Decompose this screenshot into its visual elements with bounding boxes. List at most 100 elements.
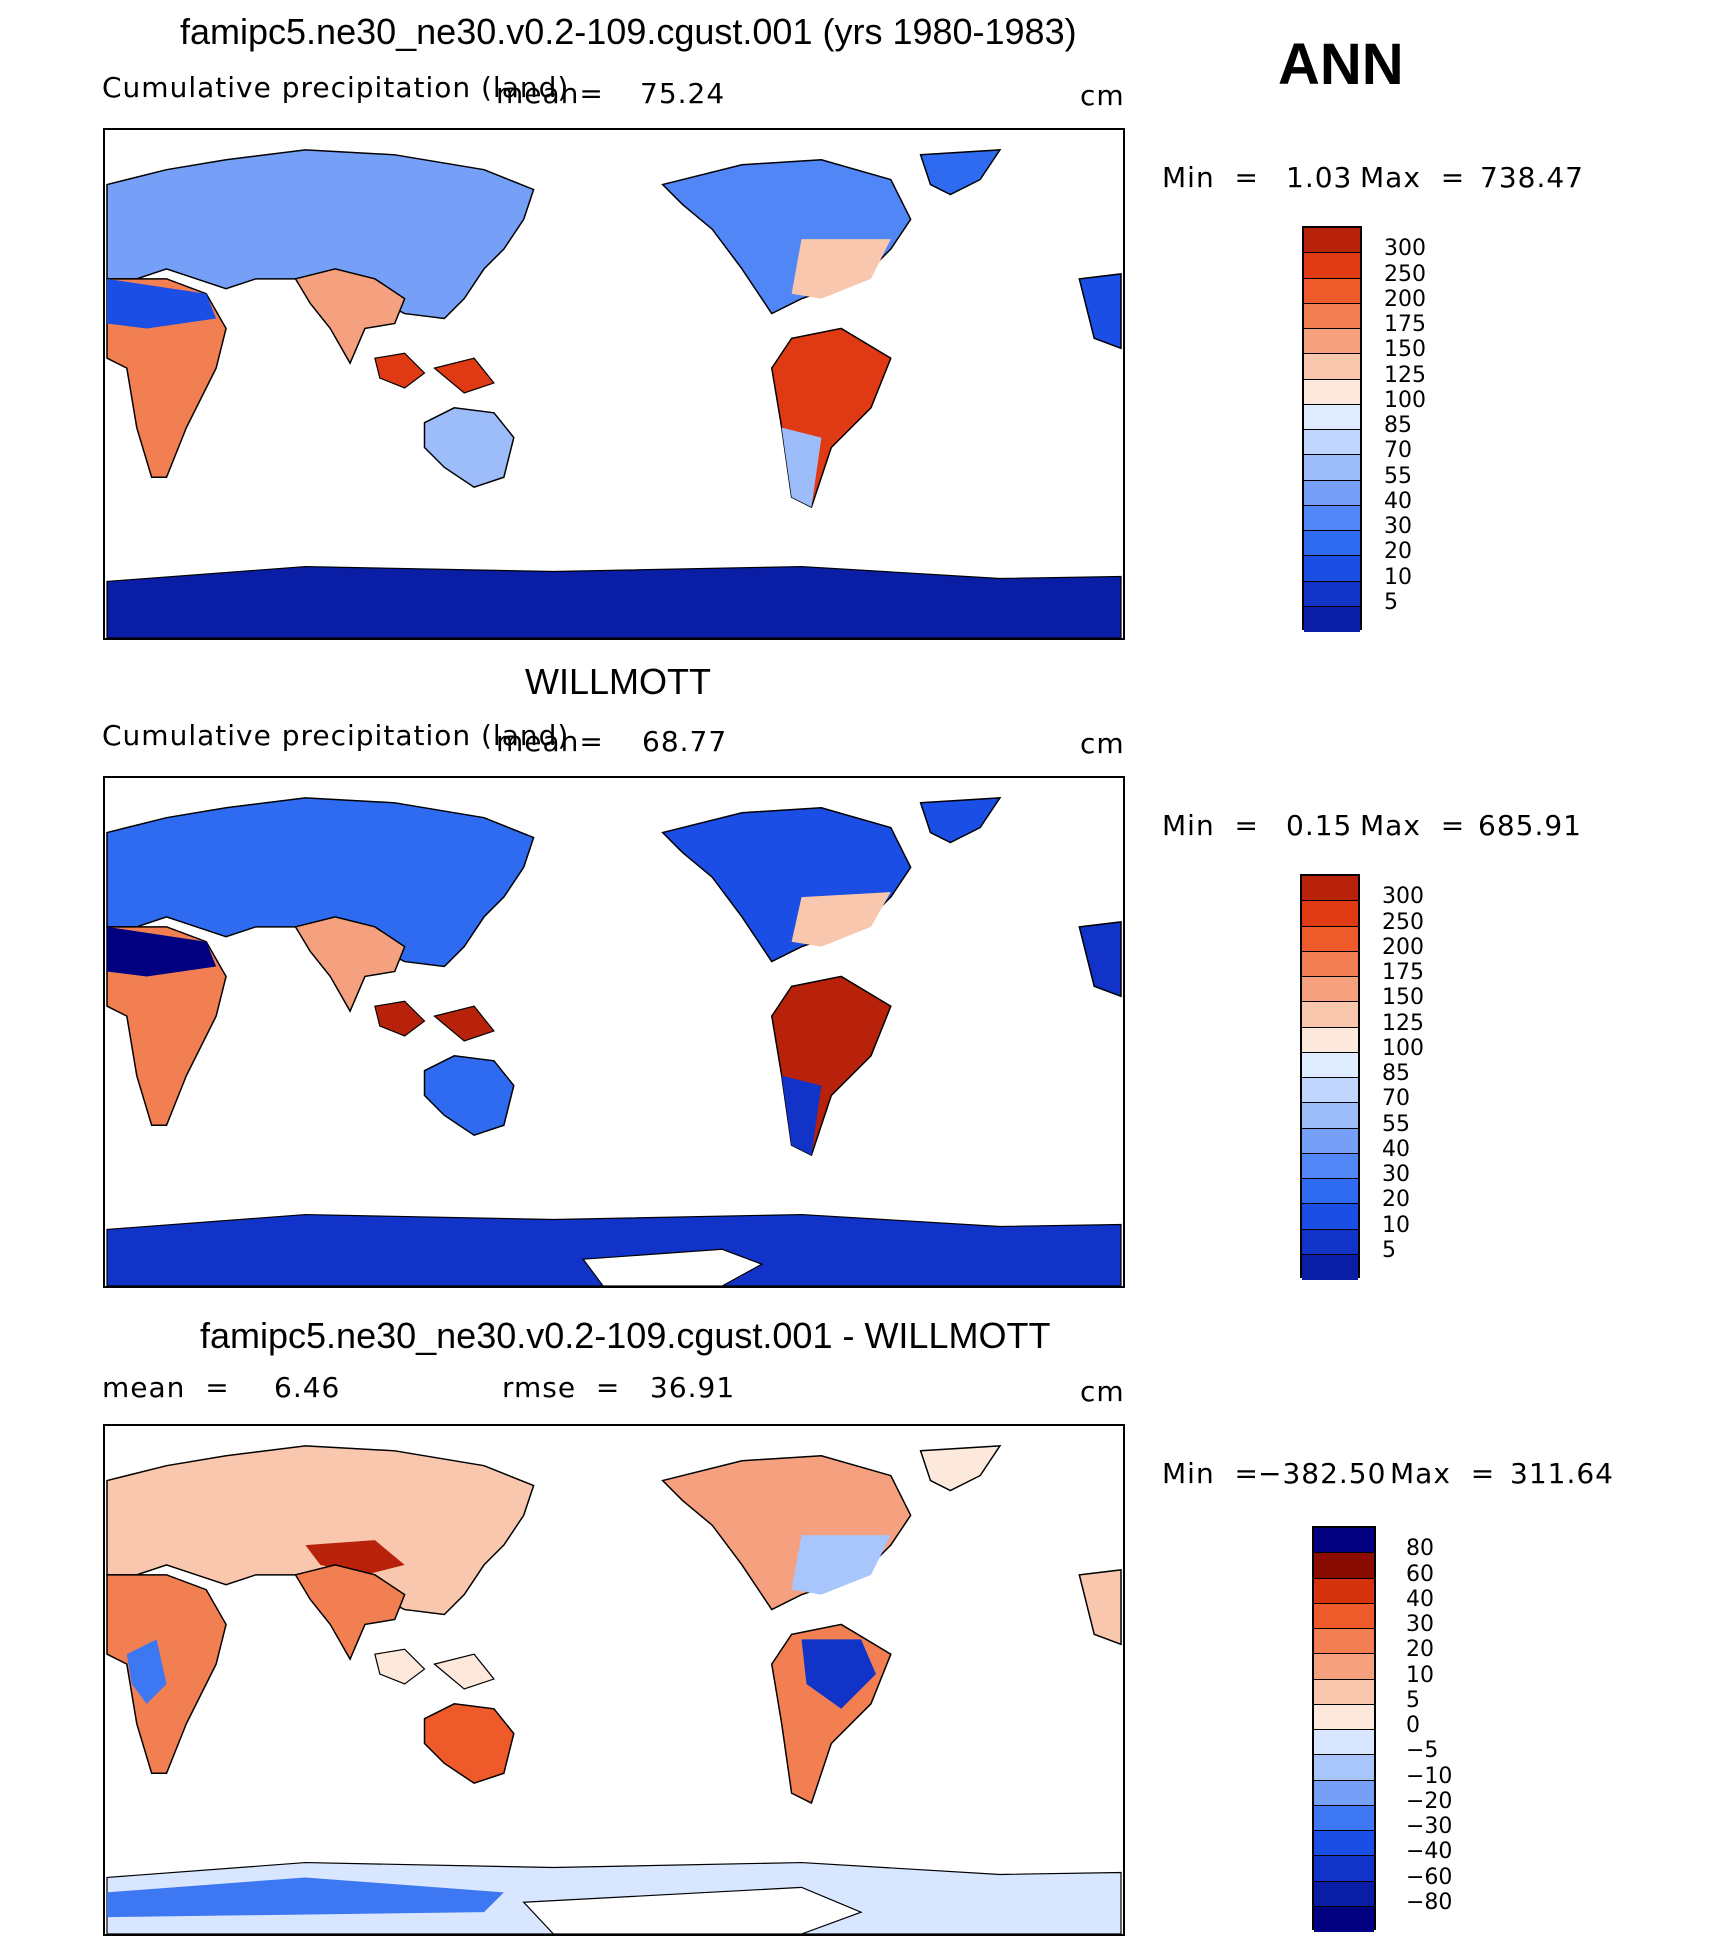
panel3-max-label: Max =	[1390, 1457, 1496, 1490]
colorbar-label: −60	[1406, 1864, 1453, 1890]
colorbar-swatch	[1304, 253, 1360, 279]
colorbar-label: 40	[1384, 488, 1412, 514]
colorbar-swatch	[1302, 901, 1358, 927]
panel1-mean-value: 75.24	[640, 77, 726, 110]
colorbar-swatch	[1314, 1730, 1374, 1756]
colorbar-label: −5	[1406, 1738, 1439, 1764]
colorbar-label: 300	[1384, 236, 1426, 262]
land-eurasia	[106, 149, 535, 340]
land-africa	[106, 926, 227, 1127]
panel2-units: cm	[1080, 727, 1125, 760]
panel1-map-field	[106, 149, 1122, 638]
colorbar-swatch	[1302, 1229, 1358, 1255]
colorbar-swatch	[1304, 455, 1360, 481]
panel2-map-field	[106, 797, 1122, 1286]
panel2-max-value: 685.91	[1478, 809, 1582, 842]
land-na-east	[791, 1535, 891, 1595]
panel1-max-value: 738.47	[1480, 161, 1584, 194]
panel1-title: famipc5.ne30_ne30.v0.2-109.cgust.001 (yr…	[180, 11, 1077, 52]
land-antarctica	[106, 565, 1122, 638]
land-antarctica-ross-shelf	[522, 1886, 863, 1934]
colorbar-label: 10	[1384, 564, 1412, 590]
colorbar-label: 20	[1384, 539, 1412, 565]
colorbar-label: −40	[1406, 1839, 1453, 1865]
colorbar-label: −80	[1406, 1889, 1453, 1915]
colorbar-swatch	[1302, 977, 1358, 1003]
land-south-asia	[294, 1564, 406, 1661]
colorbar-label: 200	[1384, 286, 1426, 312]
panel3-units: cm	[1080, 1375, 1125, 1408]
land-south-asia	[294, 268, 406, 365]
land-greenland	[919, 1445, 1002, 1492]
colorbar-label: 10	[1406, 1662, 1434, 1688]
land-north-america	[661, 1455, 912, 1611]
colorbar-swatch	[1304, 430, 1360, 456]
panel3-min-label: Min =	[1162, 1457, 1259, 1490]
colorbar-label: 40	[1406, 1586, 1434, 1612]
land-australia	[423, 1055, 515, 1137]
land-africa-east-edge	[1078, 921, 1122, 998]
panel1-min-value: 1.03	[1286, 161, 1353, 194]
colorbar-swatch	[1302, 1254, 1358, 1280]
colorbar-label: 10	[1382, 1212, 1410, 1238]
colorbar-swatch	[1314, 1704, 1374, 1730]
land-sahara	[106, 926, 217, 977]
panel1-max-label: Max =	[1360, 161, 1466, 194]
land-south-asia	[294, 916, 406, 1013]
panel1-min-label: Min =	[1162, 161, 1259, 194]
colorbar-swatch	[1302, 1078, 1358, 1104]
colorbar-swatch	[1302, 1128, 1358, 1154]
colorbar-label: 30	[1384, 514, 1412, 539]
colorbar-label: 100	[1384, 387, 1426, 413]
colorbar-swatch	[1314, 1881, 1374, 1907]
panel3-colorbar	[1312, 1526, 1376, 1932]
colorbar-swatch	[1314, 1654, 1374, 1680]
land-eurasia	[106, 1445, 535, 1636]
colorbar-label: 85	[1382, 1061, 1410, 1086]
panel3-mean-label: mean =	[102, 1371, 230, 1404]
colorbar-swatch	[1314, 1528, 1374, 1554]
panel3-mean-value: 6.46	[274, 1371, 341, 1404]
land-north-america	[661, 807, 912, 963]
colorbar-label: 80	[1406, 1536, 1434, 1562]
colorbar-swatch	[1302, 951, 1358, 977]
colorbar-label: 125	[1382, 1010, 1424, 1036]
colorbar-label: −30	[1406, 1814, 1453, 1839]
panel2-title: WILLMOTT	[525, 661, 711, 702]
land-amazon	[801, 1639, 876, 1709]
land-sa-south	[781, 1075, 822, 1156]
colorbar-label: 200	[1382, 934, 1424, 960]
colorbar-swatch	[1314, 1553, 1374, 1579]
colorbar-swatch	[1304, 404, 1360, 430]
land-australia	[423, 1703, 515, 1785]
land-africa	[106, 1574, 227, 1775]
colorbar-label: 85	[1384, 413, 1412, 438]
colorbar-label: 30	[1382, 1162, 1410, 1187]
panel3-title: famipc5.ne30_ne30.v0.2-109.cgust.001 - W…	[200, 1315, 1051, 1356]
colorbar-label: 250	[1384, 261, 1426, 287]
colorbar-swatch	[1304, 531, 1360, 557]
panel3-map	[103, 1424, 1125, 1936]
panel1-units: cm	[1080, 79, 1125, 112]
panel3-min-value: −382.50	[1258, 1457, 1387, 1490]
colorbar-swatch	[1304, 581, 1360, 607]
panel3-max-value: 311.64	[1510, 1457, 1614, 1490]
colorbar-swatch	[1302, 1153, 1358, 1179]
land-sa-south	[781, 427, 822, 508]
land-eurasia	[106, 797, 535, 988]
colorbar-swatch	[1304, 505, 1360, 531]
colorbar-label: 30	[1406, 1612, 1434, 1637]
land-na-east	[791, 239, 891, 299]
colorbar-swatch	[1304, 354, 1360, 380]
colorbar-swatch	[1314, 1755, 1374, 1781]
panel1-colorbar	[1302, 226, 1362, 632]
colorbar-swatch	[1302, 1052, 1358, 1078]
colorbar-swatch	[1304, 329, 1360, 355]
colorbar-swatch	[1314, 1805, 1374, 1831]
land-africa	[106, 278, 227, 479]
land-sahara	[106, 278, 217, 329]
colorbar-label: 300	[1382, 884, 1424, 910]
colorbar-label: 125	[1384, 362, 1426, 388]
land-africa-east-edge	[1078, 1569, 1122, 1646]
land-australia	[423, 407, 515, 489]
